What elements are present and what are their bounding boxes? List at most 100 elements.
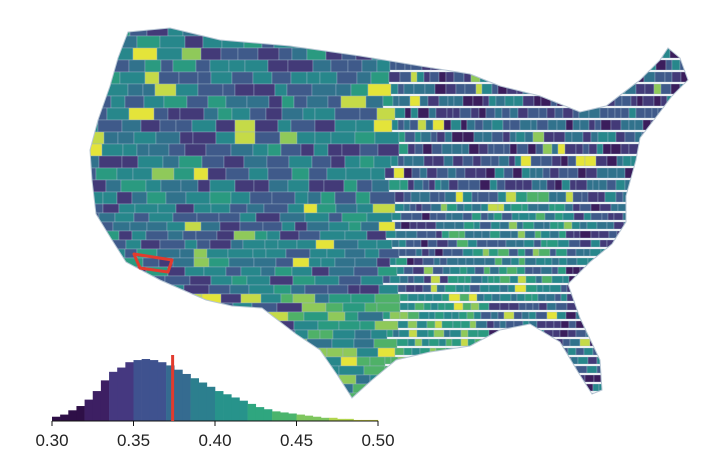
county-tile [614,402,621,409]
county-tile [455,167,466,179]
county-tile [634,221,647,230]
histogram-bar [272,411,281,421]
county-tile [342,402,359,411]
county-tile [140,119,161,133]
county-tile [532,131,545,143]
county-tile [575,284,586,293]
county-tile [567,167,579,179]
county-tile [355,374,371,385]
county-tile [522,95,535,107]
county-tile [442,392,454,398]
county-tile [495,347,503,356]
county-tile [478,143,489,155]
county-tile [509,131,517,143]
county-tile [425,119,434,131]
county-tile [461,47,469,59]
county-tile [307,191,322,205]
county-tile [101,248,126,259]
county-tile [678,191,688,203]
county-tile [616,248,625,257]
county-tile [191,329,212,340]
county-tile [287,179,310,193]
county-tile [650,143,660,155]
county-tile [167,28,184,37]
county-tile [90,302,110,313]
county-tile [90,59,109,73]
county-tile [420,365,428,374]
county-tile [376,302,401,313]
county-tile [254,131,281,145]
county-tile [445,402,451,409]
county-tile [223,347,241,358]
county-tile [98,212,116,223]
county-tile [655,392,665,398]
county-tile [468,179,481,191]
county-tile [621,356,634,365]
county-tile [624,131,636,143]
county-tile [653,83,662,95]
county-tile [659,167,669,179]
county-tile [412,365,422,374]
county-tile [592,293,601,302]
county-tile [295,402,309,411]
county-tile [674,257,686,266]
county-tile [521,167,531,179]
county-tile [458,311,468,320]
county-tile [531,35,540,47]
county-tile [442,248,453,257]
county-tile [407,338,416,347]
county-tile [272,356,291,367]
county-tile [649,131,662,143]
county-tile [525,302,534,311]
county-tile [192,131,217,145]
county-tile [145,230,169,241]
county-tile [281,221,296,232]
county-tile [543,392,551,398]
county-tile [271,191,296,205]
county-tile [565,191,574,203]
county-tile [540,356,550,365]
county-tile [288,155,313,169]
county-tile [459,293,470,302]
county-tile [600,374,609,383]
county-tile [166,320,189,331]
county-tile [209,59,230,73]
county-tile [665,59,673,71]
county-tile [678,284,688,293]
county-tile [233,230,256,241]
county-tile [692,144,698,154]
county-tile [411,167,421,179]
county-tile [598,383,611,392]
county-tile [432,119,445,131]
county-tile [544,374,555,383]
histogram-bar [100,380,110,421]
county-tile [616,155,624,167]
histogram-bar [320,417,330,421]
county-tile [497,248,510,257]
us-county-choropleth [90,28,698,411]
county-tile [687,302,688,311]
county-tile [487,212,495,221]
county-tile [475,167,487,179]
county-tile [432,266,444,275]
county-tile [119,71,146,85]
county-tile [90,230,107,241]
county-tile [557,347,569,356]
county-tile [141,293,157,304]
county-tile [105,275,125,286]
county-tile [356,179,373,193]
county-tile [679,266,688,275]
county-tile [509,143,518,155]
county-tile [668,28,678,35]
county-tile [535,347,543,356]
county-tile [229,203,248,214]
county-tile [195,230,218,241]
county-tile [219,221,241,232]
county-tile [515,239,525,248]
county-tile [145,284,161,295]
county-tile [466,311,475,320]
county-tile [618,302,630,311]
county-tile [124,95,145,109]
county-tile [617,35,627,47]
county-tile [398,329,410,338]
